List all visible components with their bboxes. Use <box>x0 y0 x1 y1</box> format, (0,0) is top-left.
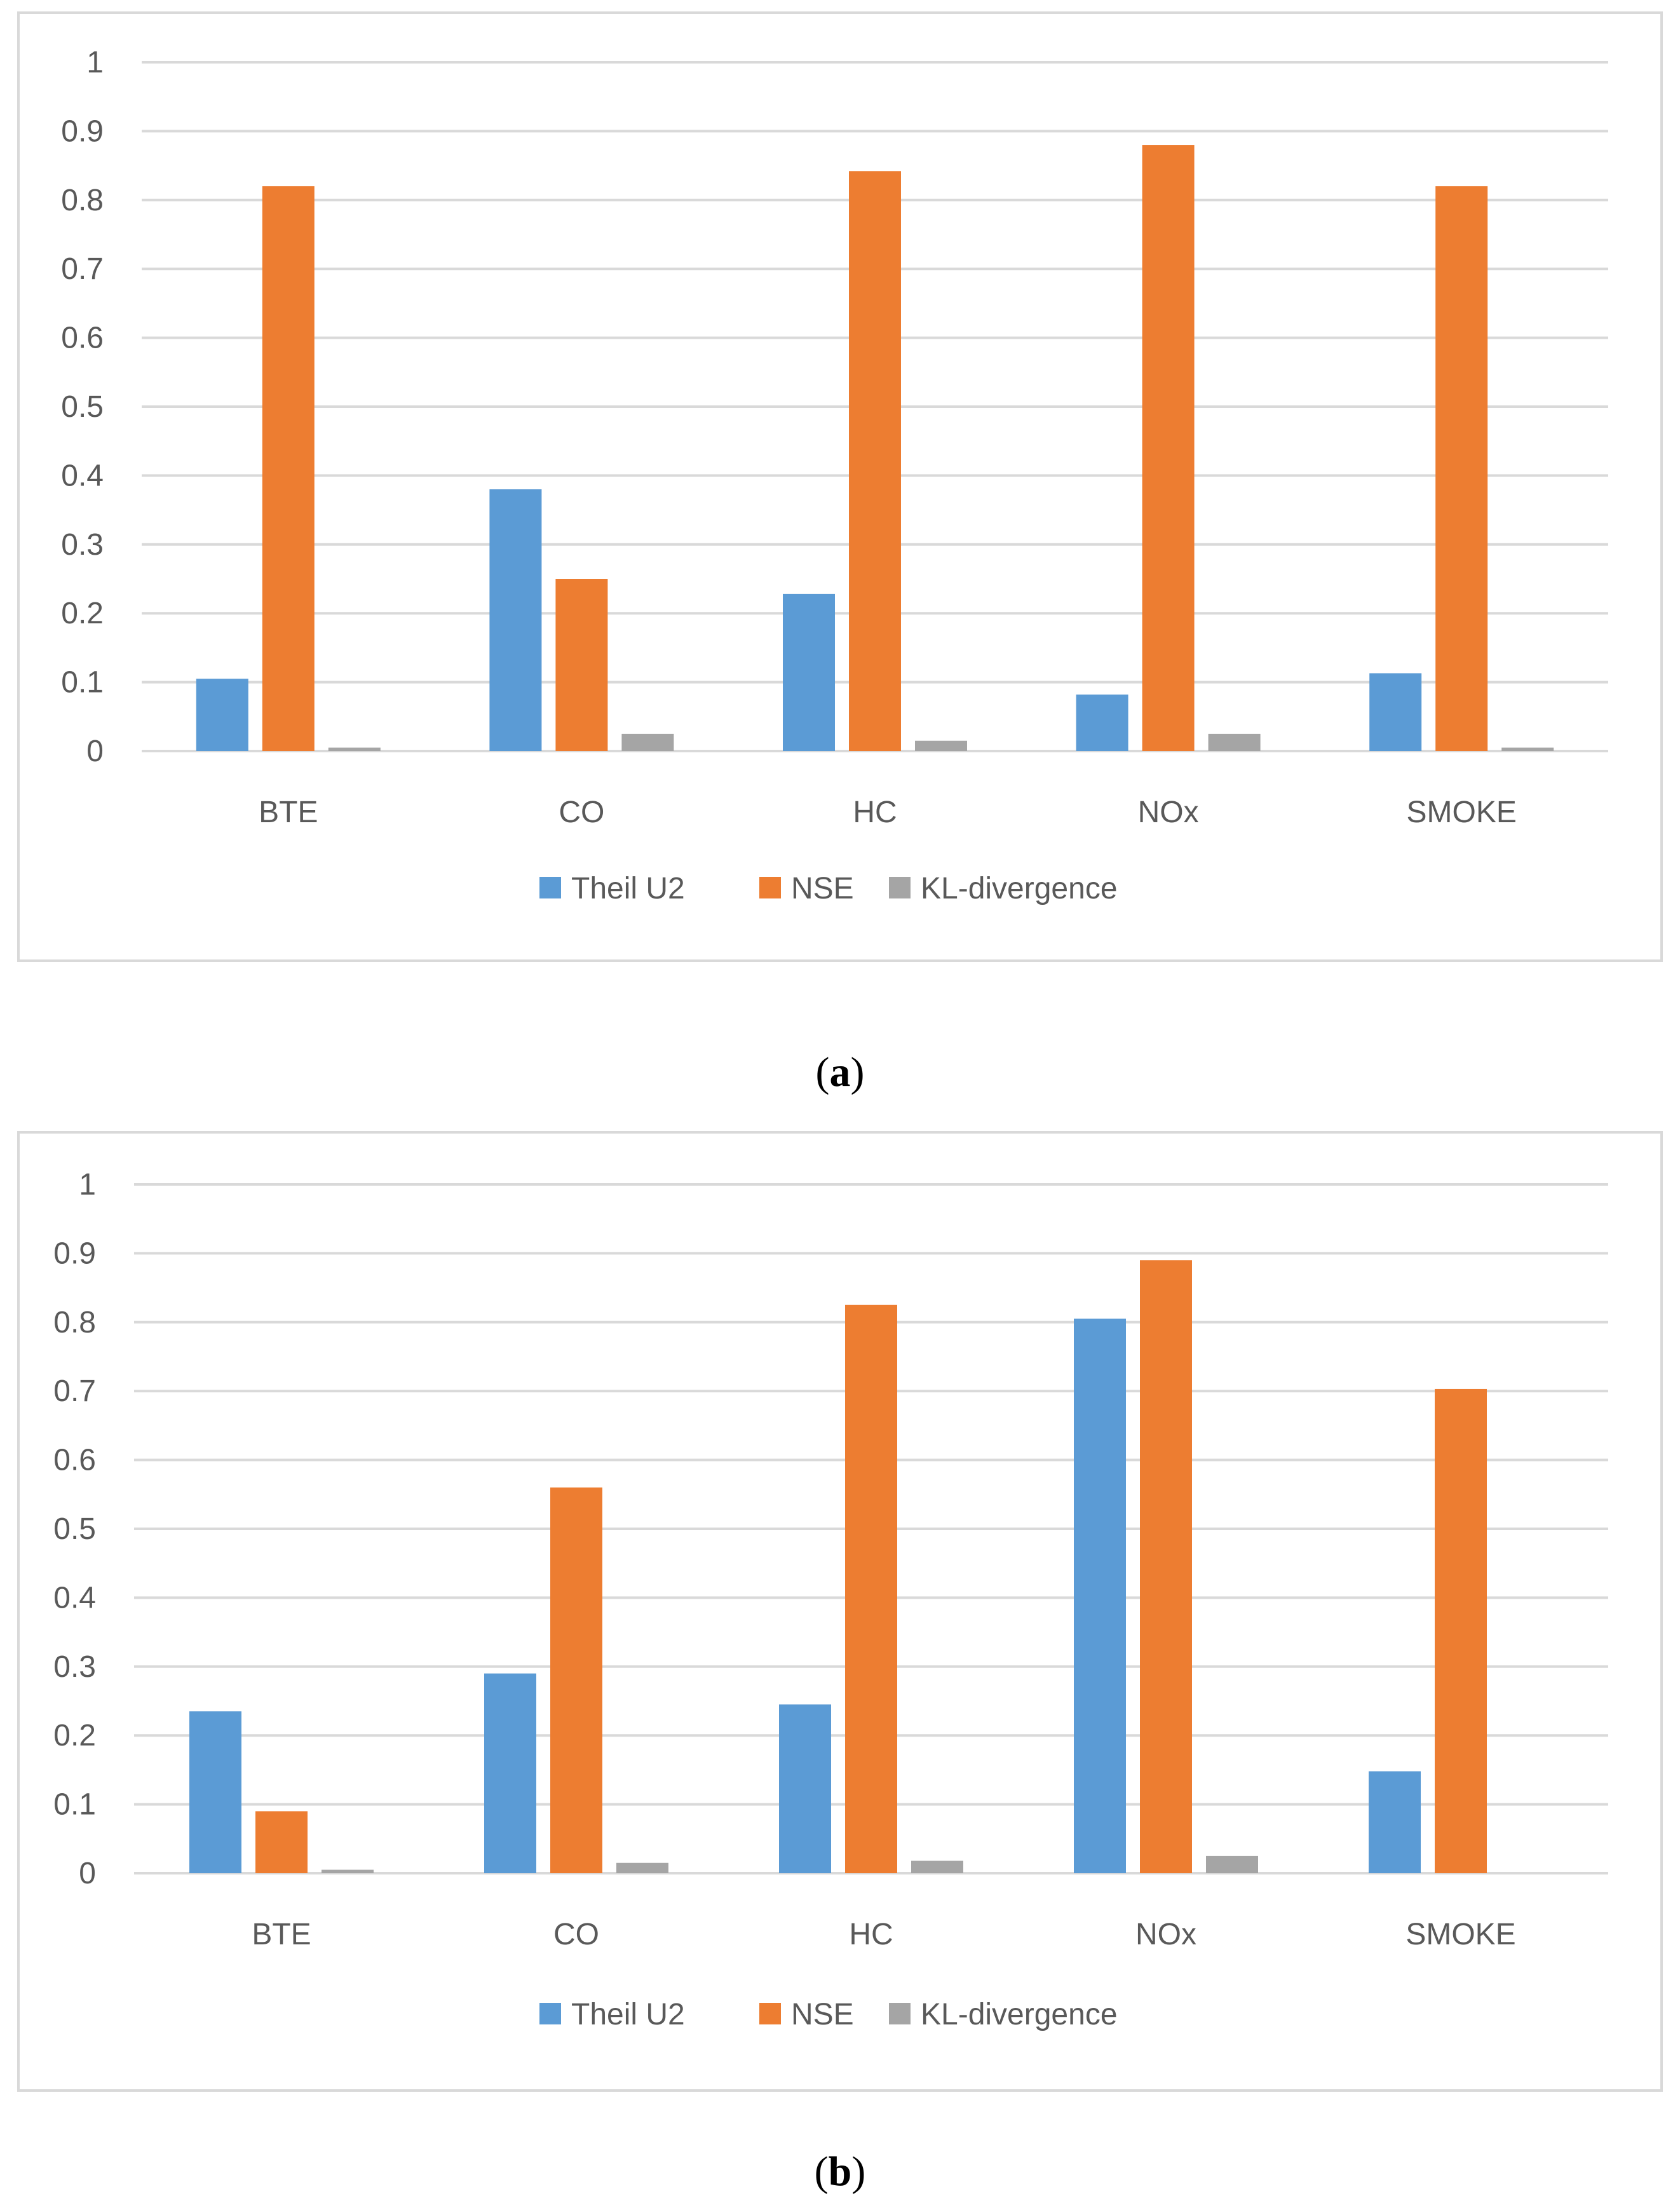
bar-kl-divergence-nox <box>1206 1855 1258 1873</box>
x-category-label: SMOKE <box>1407 796 1517 829</box>
legend-label: Theil U2 <box>571 872 685 905</box>
caption-a: (a) <box>815 1049 865 1095</box>
bar-nse-smoke <box>1435 1388 1487 1873</box>
bar-nse-bte <box>255 1811 308 1873</box>
bar-chart-b: 0 0.1 0.2 0.3 0.4 0.5 0.6 0.7 0.8 0.9 1 BTE CO HC NOx S… <box>53 1168 1608 2031</box>
bar-nse-nox <box>1140 1260 1192 1873</box>
bar-kl-divergence-bte <box>322 1869 374 1873</box>
y-tick-label: 0.8 <box>61 184 104 217</box>
x-category-label: HC <box>849 1918 893 1951</box>
legend-label: Theil U2 <box>571 1998 685 2031</box>
legend: Theil U2 NSE KL-divergence <box>539 872 1118 905</box>
bar-nse-hc <box>849 171 901 752</box>
legend-swatch <box>759 2003 781 2024</box>
bar-chart-a: 0 0.1 0.2 0.3 0.4 0.5 0.6 0.7 0.8 0.9 1 BTE CO HC NOx S… <box>61 46 1608 905</box>
bar-kl-divergence-smoke <box>1501 747 1554 751</box>
bar-theil-u2-hc <box>779 1704 831 1873</box>
y-tick-label: 0.3 <box>61 528 104 562</box>
y-tick-label: 0.2 <box>61 597 104 630</box>
bar-nse-co <box>555 579 608 751</box>
y-tick-label: 0.7 <box>61 252 104 286</box>
y-tick-label: 0.6 <box>53 1444 96 1477</box>
y-tick-label: 1 <box>86 46 104 79</box>
y-tick-label: 0.8 <box>53 1306 96 1339</box>
legend-swatch <box>539 877 561 898</box>
bar-kl-divergence-co <box>621 733 674 751</box>
chart-panel-a: 0 0.1 0.2 0.3 0.4 0.5 0.6 0.7 0.8 0.9 1 BTE CO HC NOx S… <box>17 11 1663 962</box>
bar-theil-u2-co <box>484 1673 536 1873</box>
bar-kl-divergence-bte <box>328 747 381 751</box>
y-tick-label: 0.2 <box>53 1719 96 1752</box>
legend-label: KL-divergence <box>921 872 1118 905</box>
bar-kl-divergence-hc <box>915 740 967 751</box>
bar-theil-u2-nox <box>1074 1318 1126 1873</box>
x-category-label: NOx <box>1138 796 1199 829</box>
bars <box>196 145 1554 752</box>
x-category-label: CO <box>553 1918 599 1951</box>
y-tick-label: 0.4 <box>53 1581 96 1615</box>
bar-kl-divergence-co <box>616 1862 668 1873</box>
bar-kl-divergence-hc <box>911 1860 963 1873</box>
legend-swatch <box>889 877 911 898</box>
bar-theil-u2-nox <box>1076 695 1128 751</box>
bar-nse-bte <box>262 186 315 751</box>
caption-a-letter: a <box>829 1049 851 1095</box>
legend-label: NSE <box>791 1998 854 2031</box>
legend-swatch <box>759 877 781 898</box>
bar-theil-u2-bte <box>196 679 248 751</box>
y-tick-label: 0.1 <box>53 1788 96 1822</box>
bar-theil-u2-bte <box>189 1711 241 1873</box>
y-tick-label: 0.4 <box>61 459 104 492</box>
caption-b-letter: b <box>828 2148 852 2195</box>
legend-label: NSE <box>791 872 854 905</box>
x-category-label: HC <box>853 796 897 829</box>
legend-label: KL-divergence <box>921 1998 1118 2031</box>
y-tick-label: 0.9 <box>53 1237 96 1270</box>
caption-b: (b) <box>814 2148 866 2195</box>
y-axis: 0 0.1 0.2 0.3 0.4 0.5 0.6 0.7 0.8 0.9 1 <box>53 1168 96 1890</box>
bar-theil-u2-smoke <box>1369 1771 1421 1873</box>
bar-theil-u2-hc <box>783 593 835 751</box>
legend: Theil U2 NSE KL-divergence <box>539 1998 1118 2031</box>
y-tick-label: 0 <box>86 735 104 768</box>
x-category-label: SMOKE <box>1406 1918 1515 1951</box>
y-tick-label: 1 <box>79 1168 96 1202</box>
bar-nse-co <box>550 1487 602 1873</box>
legend-swatch <box>889 2003 911 2024</box>
bar-nse-hc <box>845 1305 897 1873</box>
y-tick-label: 0.6 <box>61 322 104 355</box>
chart-panel-b: 0 0.1 0.2 0.3 0.4 0.5 0.6 0.7 0.8 0.9 1 BTE CO HC NOx S… <box>17 1131 1663 2092</box>
bar-kl-divergence-nox <box>1208 733 1261 751</box>
bar-nse-smoke <box>1435 186 1488 751</box>
x-category-label: NOx <box>1135 1918 1196 1951</box>
y-tick-label: 0.3 <box>53 1650 96 1684</box>
y-tick-label: 0.5 <box>61 390 104 424</box>
y-tick-label: 0 <box>79 1857 96 1890</box>
x-category-label: BTE <box>259 796 318 829</box>
legend-swatch <box>539 2003 561 2024</box>
y-axis: 0 0.1 0.2 0.3 0.4 0.5 0.6 0.7 0.8 0.9 1 <box>61 46 104 768</box>
bar-theil-u2-co <box>489 489 542 751</box>
y-tick-label: 0.1 <box>61 666 104 700</box>
y-tick-label: 0.9 <box>61 114 104 148</box>
bar-nse-nox <box>1142 145 1195 751</box>
bar-theil-u2-smoke <box>1369 673 1422 751</box>
y-tick-label: 0.5 <box>53 1512 96 1546</box>
y-tick-label: 0.7 <box>53 1374 96 1408</box>
x-category-label: BTE <box>252 1918 311 1951</box>
x-category-label: CO <box>559 796 604 829</box>
bars <box>189 1260 1487 1873</box>
